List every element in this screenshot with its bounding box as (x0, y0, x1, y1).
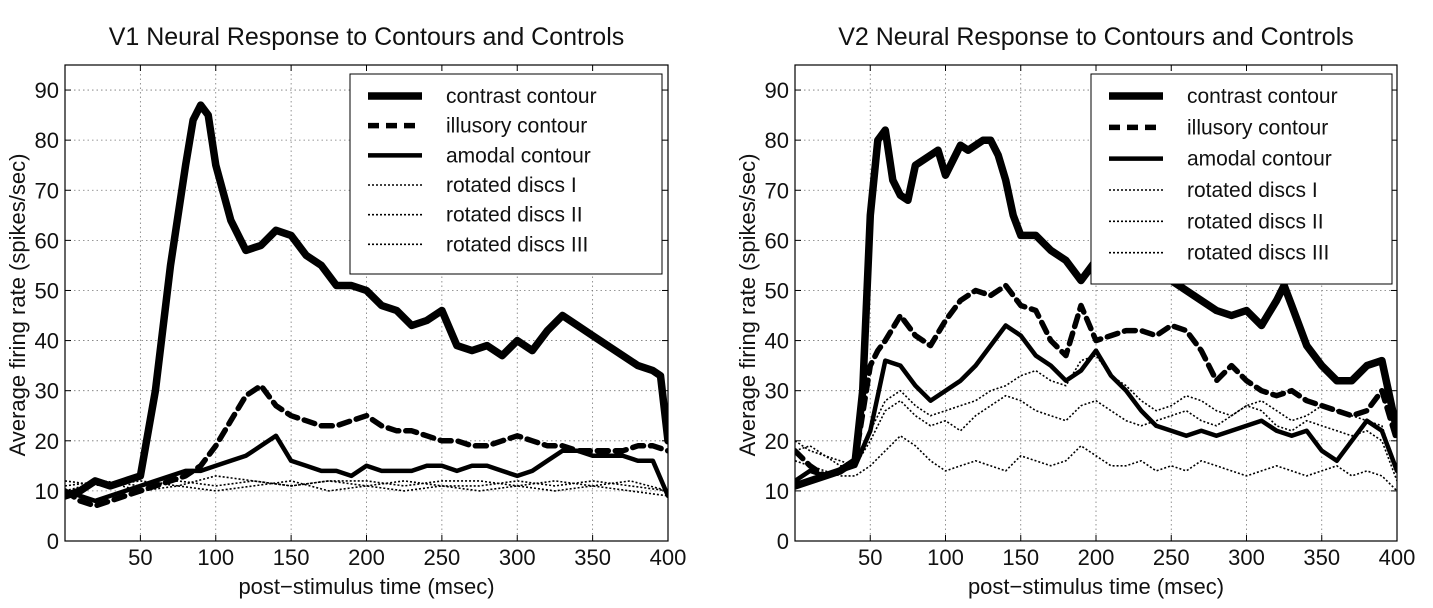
series-line-amodal-contour (65, 433, 668, 504)
y-tick-label: 90 (35, 78, 59, 103)
chart-title: V2 Neural Response to Contours and Contr… (838, 23, 1354, 51)
y-tick-label: 20 (35, 429, 59, 454)
y-tick-label: 10 (765, 479, 789, 504)
legend-label: contrast contour (446, 85, 597, 108)
y-tick-label: 60 (35, 228, 59, 253)
legend: contrast contour illusory contour amodal c… (1090, 73, 1393, 285)
legend-label: amodal contour (1187, 148, 1332, 171)
series-line-rotated-discs-ii (795, 394, 1397, 482)
y-tick-label: 10 (35, 479, 59, 504)
y-tick-label: 40 (765, 329, 789, 354)
x-axis-label: post−stimulus time (msec) (968, 574, 1224, 599)
legend-label: contrast contour (1187, 85, 1338, 108)
y-tick-label: 50 (765, 278, 789, 303)
y-tick-label: 60 (765, 228, 789, 253)
legend-label: rotated discs III (1187, 242, 1329, 265)
legend-label: illusory contour (1187, 116, 1328, 139)
series-line-contrast-contour (795, 126, 1397, 490)
x-tick-label: 350 (1303, 545, 1340, 570)
y-tick-label: 40 (35, 329, 59, 354)
series-line-illusory-contour (795, 282, 1397, 479)
series-line-contrast-contour (65, 101, 668, 500)
x-tick-label: 300 (1228, 545, 1265, 570)
y-tick-label: 30 (765, 379, 789, 404)
x-tick-label: 200 (1078, 545, 1115, 570)
v1-chart: 50 100 150 200 250 300 350 400 0 10 20 30 40 50 60 70 80… (5, 23, 686, 599)
y-tick-label: 0 (777, 529, 789, 554)
series-line-rotated-discs-i (795, 354, 1397, 472)
x-tick-label: 50 (858, 545, 882, 570)
y-tick-label: 70 (35, 178, 59, 203)
series-line-rotated-discs-iii (795, 435, 1397, 492)
y-tick-label: 50 (35, 278, 59, 303)
y-axis-label: Average firing rate (spikes/sec) (735, 154, 760, 457)
x-tick-label: 200 (348, 545, 385, 570)
x-tick-label: 100 (197, 545, 234, 570)
series-line-illusory-contour (65, 382, 668, 509)
x-axis-label: post−stimulus time (msec) (238, 574, 494, 599)
y-axis-label: Average firing rate (spikes/sec) (5, 154, 30, 457)
x-tick-label: 400 (650, 545, 687, 570)
x-tick-label: 150 (273, 545, 310, 570)
x-tick-label: 300 (499, 545, 536, 570)
series-group (795, 126, 1397, 492)
legend-label: rotated discs I (446, 174, 577, 197)
y-tick-label: 90 (765, 78, 789, 103)
chart-title: V1 Neural Response to Contours and Contr… (109, 23, 625, 51)
y-tick-label: 0 (47, 529, 59, 554)
y-tick-label: 30 (35, 379, 59, 404)
legend-label: amodal contour (446, 144, 591, 167)
x-tick-label: 400 (1379, 545, 1416, 570)
series-line-amodal-contour (795, 323, 1397, 484)
y-tick-label: 20 (765, 429, 789, 454)
legend-box (1090, 73, 1393, 285)
x-tick-label: 150 (1002, 545, 1039, 570)
legend-label: rotated discs III (446, 233, 588, 256)
series-group (65, 101, 668, 509)
legend: contrast contour illusory contour amodal c… (349, 73, 663, 275)
x-tick-label: 250 (1153, 545, 1190, 570)
legend-box (349, 73, 663, 275)
y-tick-label: 70 (765, 178, 789, 203)
legend-label: illusory contour (446, 115, 587, 138)
y-tick-label: 80 (35, 128, 59, 153)
v2-chart: 50 100 150 200 250 300 350 400 0 10 20 30 40 50 60 70 80… (735, 23, 1415, 599)
legend-label: rotated discs I (1187, 179, 1318, 202)
x-tick-label: 350 (574, 545, 611, 570)
x-tick-label: 100 (927, 545, 964, 570)
y-tick-label: 80 (765, 128, 789, 153)
x-tick-label: 50 (128, 545, 152, 570)
series-line-rotated-discs-iii (65, 480, 668, 497)
legend-label: rotated discs II (1187, 210, 1324, 233)
legend-label: rotated discs II (446, 204, 583, 227)
x-tick-label: 250 (424, 545, 461, 570)
